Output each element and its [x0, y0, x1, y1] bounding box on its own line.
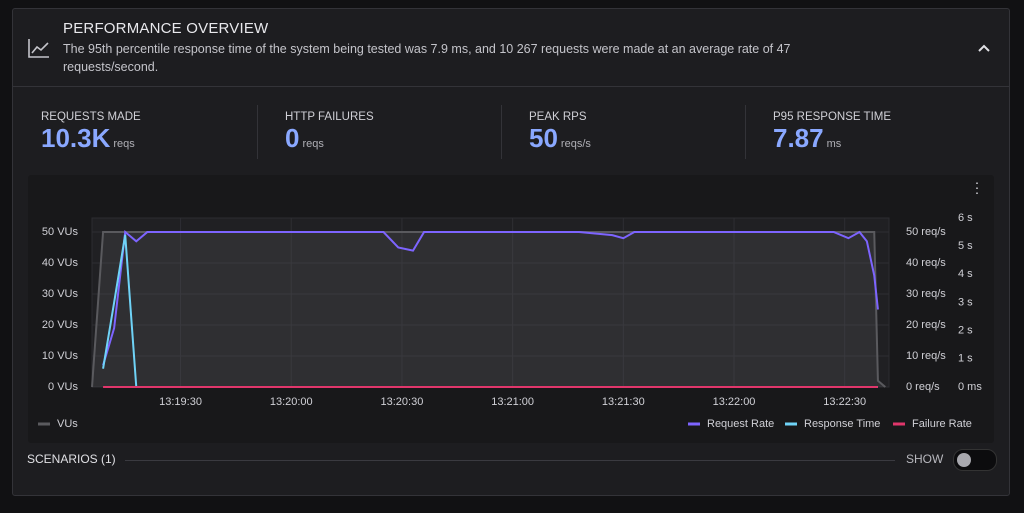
stat-label: HTTP FAILURES — [285, 111, 374, 123]
y-tick-label: 4 s — [958, 268, 973, 280]
plot-area — [91, 217, 890, 388]
area — [92, 232, 886, 387]
toggle-knob — [957, 453, 971, 467]
x-tick-label: 13:21:30 — [602, 396, 645, 408]
y-tick-label: 3 s — [958, 296, 973, 308]
y-tick-label: 20 req/s — [906, 319, 946, 331]
y-tick-label: 30 req/s — [906, 288, 946, 300]
y-tick-label: 40 VUs — [42, 257, 79, 269]
stat: PEAK RPS 50 reqs/s — [515, 105, 746, 159]
menu-icon[interactable]: ⋮ — [970, 180, 984, 196]
x-tick-label: 13:20:00 — [270, 396, 313, 408]
y-tick-label: 6 s — [958, 212, 973, 224]
divider — [125, 460, 895, 461]
title: PERFORMANCE OVERVIEW — [63, 20, 269, 37]
y-tick-label: 30 VUs — [42, 288, 79, 300]
stat-value: 50 — [529, 123, 558, 153]
scenarios-label: SCENARIOS (1) — [27, 452, 116, 466]
y-tick-label: 50 req/s — [906, 226, 946, 238]
chart: ⋮ 0 VUs 10 VUs 20 VUs 30 VUs 40 VUs 50 VUs 0 r… — [28, 175, 994, 443]
toggle[interactable] — [953, 449, 997, 471]
stat-unit: reqs — [302, 138, 324, 150]
collapse-icon[interactable] — [977, 43, 991, 53]
x-tick-label: 13:19:30 — [159, 396, 202, 408]
stat-label: PEAK RPS — [529, 111, 587, 123]
x-tick-label: 13:21:00 — [491, 396, 534, 408]
y-tick-label: 0 req/s — [906, 381, 940, 393]
stat-value: 10.3K — [41, 123, 111, 153]
toggle-label: SHOW — [906, 452, 944, 466]
stat-label: P95 RESPONSE TIME — [773, 111, 892, 123]
chart-icon — [28, 39, 49, 58]
y-tick-label: 0 VUs — [48, 381, 78, 393]
y-tick-label: 0 ms — [958, 381, 982, 393]
y-tick-label: 10 VUs — [42, 350, 79, 362]
stat: P95 RESPONSE TIME 7.87 ms — [759, 105, 989, 159]
y-tick-label: 1 s — [958, 353, 973, 365]
stat-value: 0 — [285, 123, 300, 153]
x-tick-label: 13:22:00 — [713, 396, 756, 408]
y-tick-label: 5 s — [958, 240, 973, 252]
stat-unit: reqs/s — [560, 138, 591, 150]
y-tick-label: 10 req/s — [906, 350, 946, 362]
stat-label: REQUESTS MADE — [41, 111, 141, 123]
stat-value: 7.87 — [773, 123, 824, 153]
y-tick-label: 20 VUs — [42, 319, 79, 331]
x-tick-label: 13:20:30 — [381, 396, 424, 408]
stat-unit: ms — [826, 138, 842, 150]
legend-label: Failure Rate — [912, 418, 972, 430]
y-tick-label: 40 req/s — [906, 257, 946, 269]
legend-label: Response Time — [804, 418, 880, 430]
stat-unit: reqs — [113, 138, 135, 150]
x-tick-label: 13:22:30 — [823, 396, 866, 408]
series-line — [102, 230, 879, 366]
stat: HTTP FAILURES 0 reqs — [271, 105, 502, 159]
y-tick-label: 2 s — [958, 325, 973, 337]
description: The 95th percentile response time of the… — [63, 42, 791, 74]
stat: REQUESTS MADE 10.3K reqs — [27, 105, 258, 159]
header[interactable]: PERFORMANCE OVERVIEW The 95th percentile… — [13, 9, 1009, 87]
legend-label: Request Rate — [707, 418, 774, 430]
legend-label: VUs — [57, 418, 78, 430]
y-tick-label: 50 VUs — [42, 226, 79, 238]
